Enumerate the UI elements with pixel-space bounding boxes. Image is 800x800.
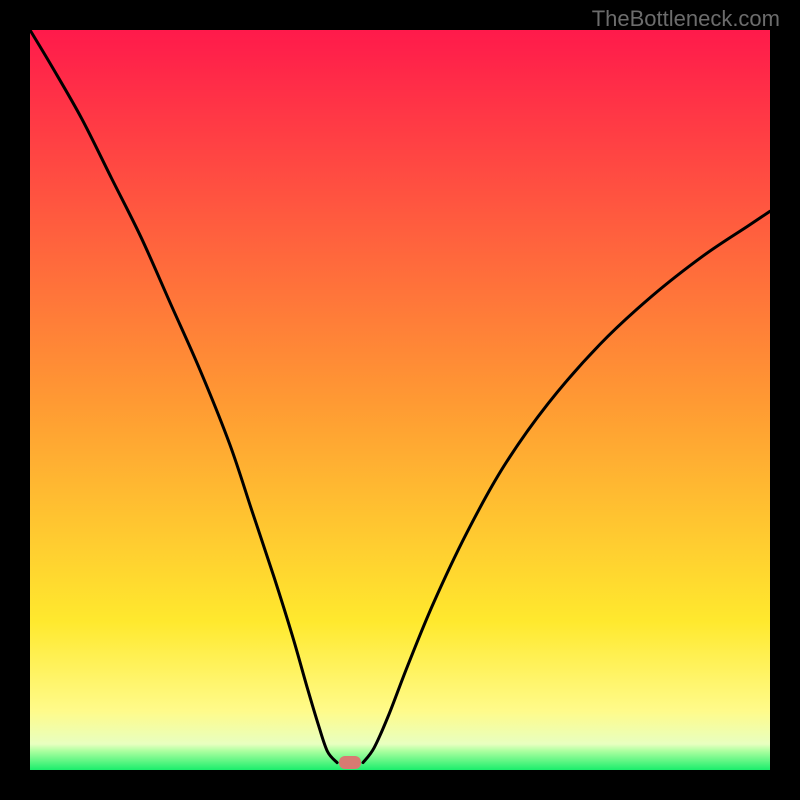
- watermark-text: TheBottleneck.com: [592, 6, 780, 32]
- curve-right-branch: [363, 211, 770, 762]
- minimum-marker: [339, 756, 361, 769]
- bottleneck-curve-svg: [30, 30, 770, 770]
- curve-left-branch: [30, 30, 337, 763]
- plot-gradient-area: [30, 30, 770, 770]
- chart-frame: TheBottleneck.com: [0, 0, 800, 800]
